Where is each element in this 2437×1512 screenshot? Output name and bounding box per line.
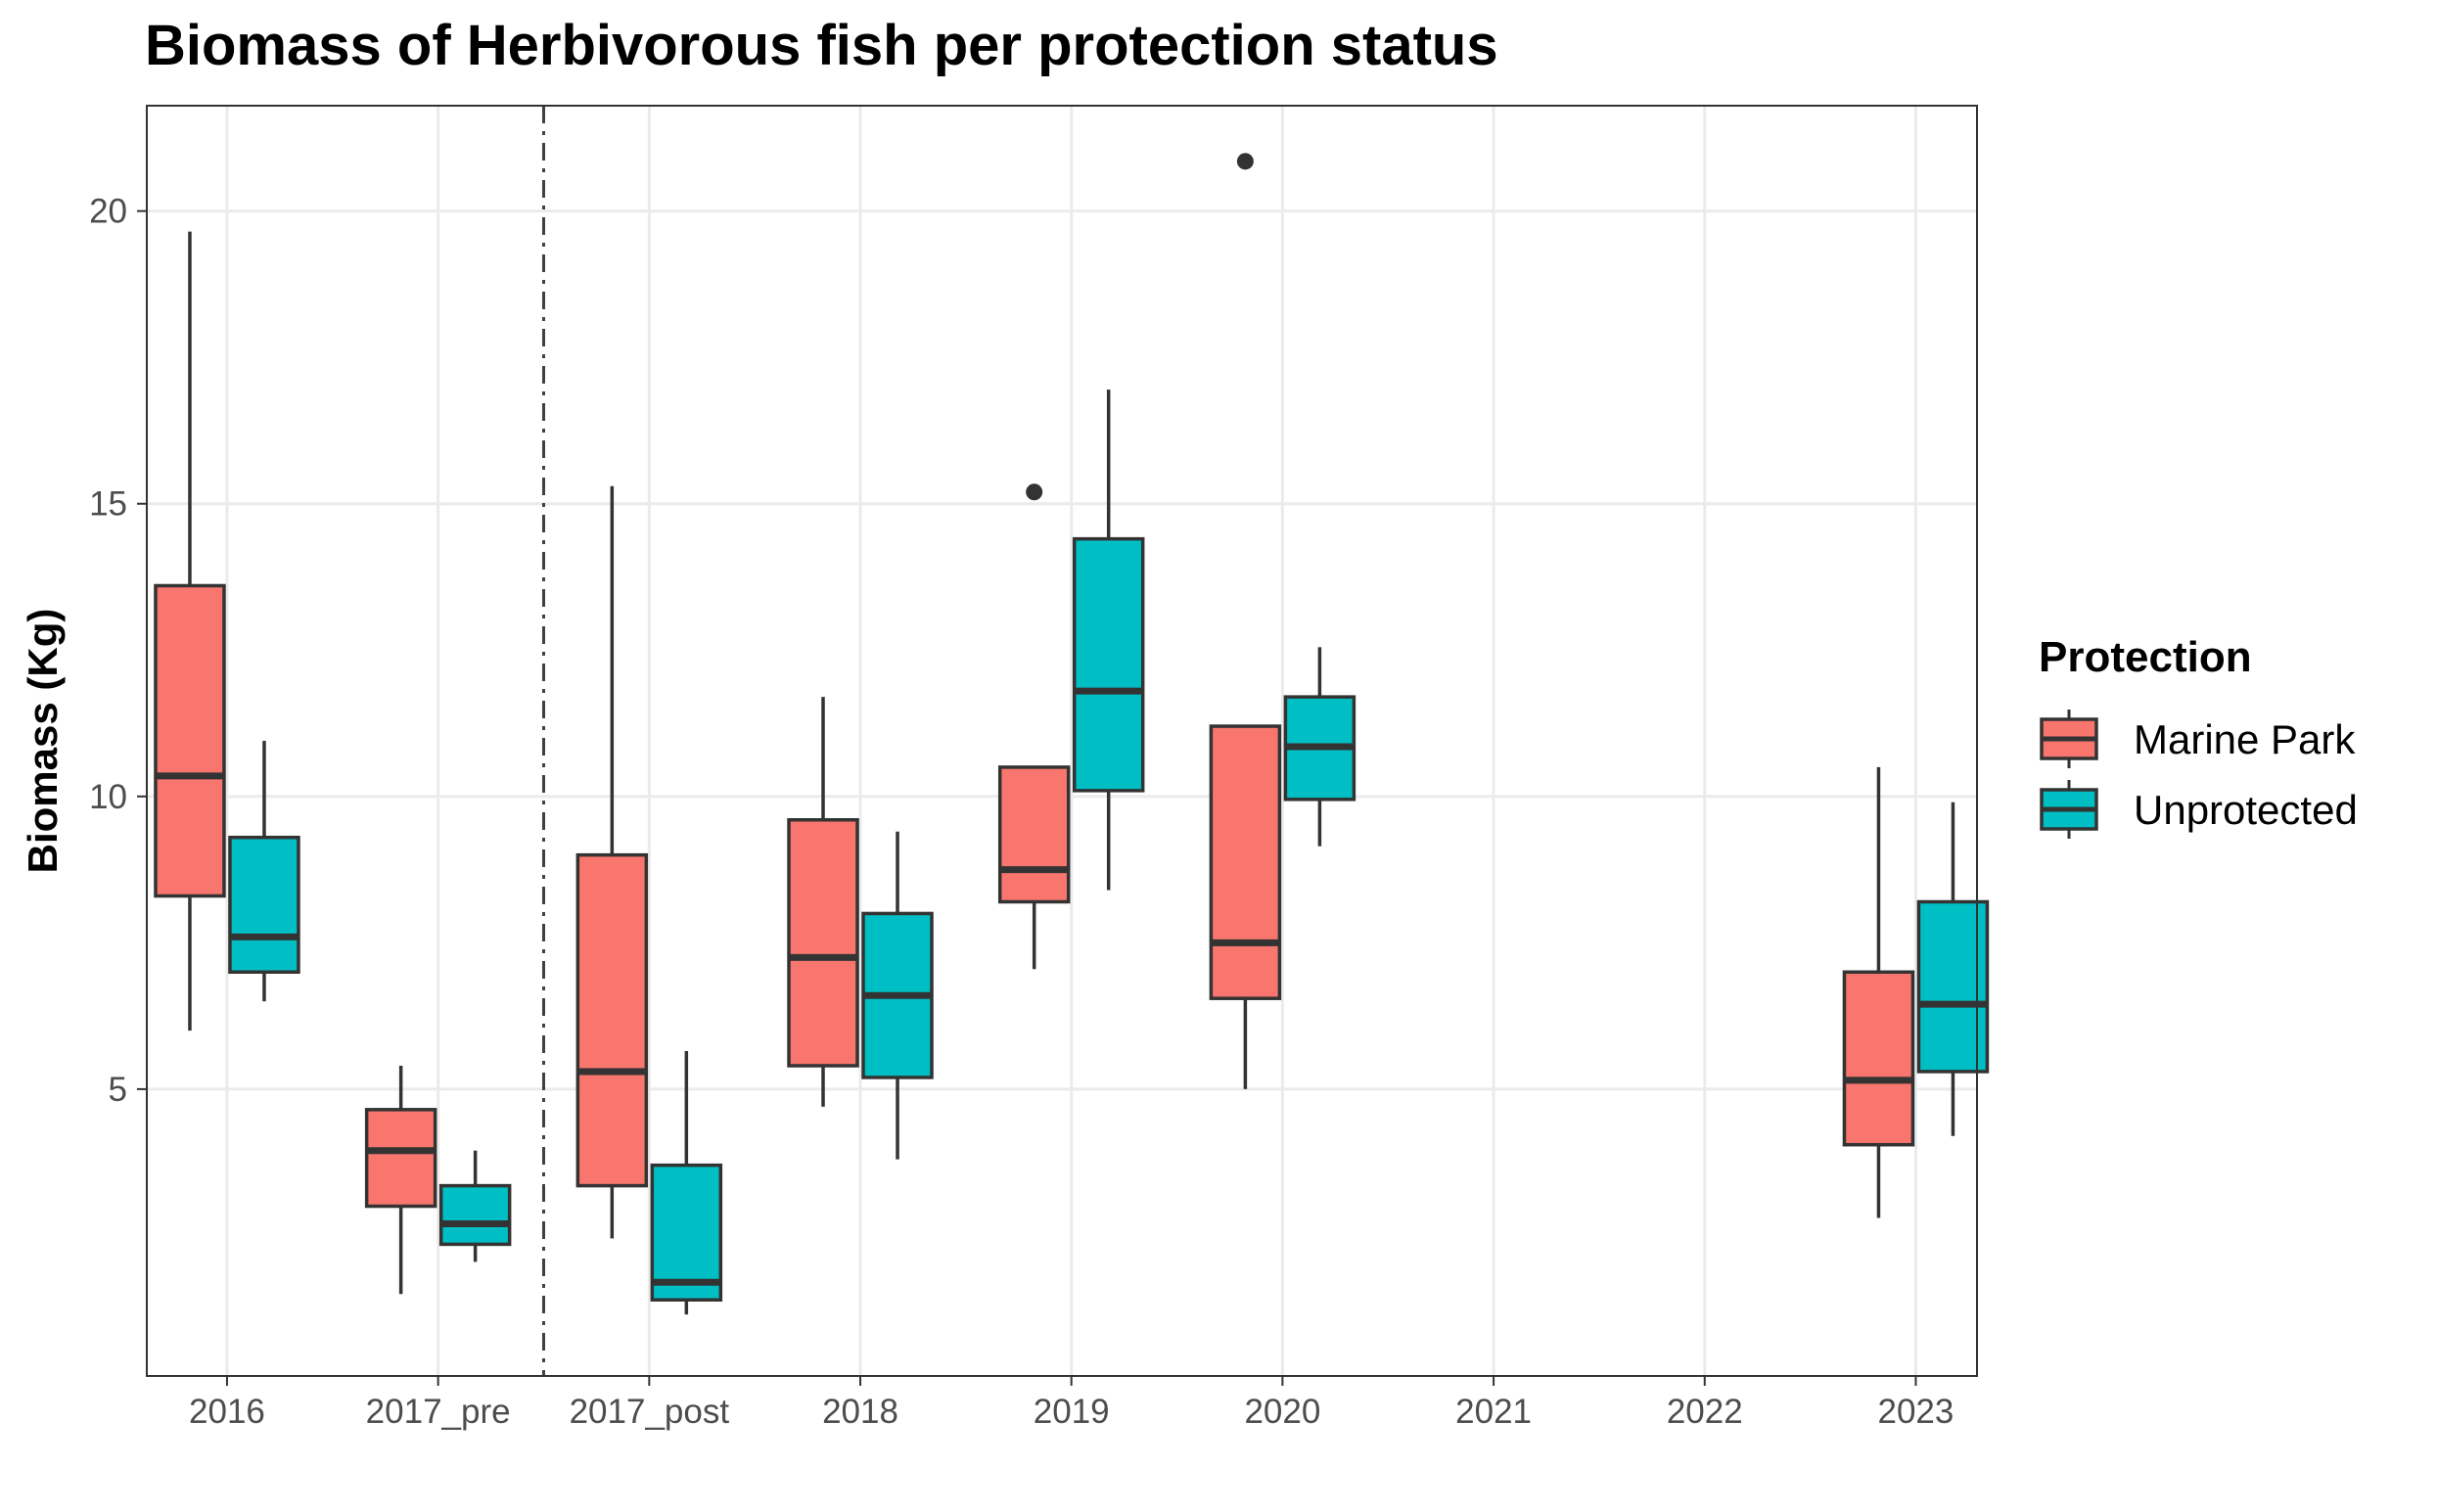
x-tick-label: 2022	[1667, 1393, 1743, 1431]
panel-border	[146, 105, 1978, 1377]
x-tick-label: 2017_post	[570, 1393, 730, 1431]
box-body	[364, 1108, 437, 1209]
box-unprotected	[1072, 389, 1145, 891]
legend-label: Marine Park	[2134, 716, 2356, 762]
x-tick-label: 2023	[1878, 1393, 1954, 1431]
box-body	[438, 1183, 512, 1247]
box-marine-park	[364, 1065, 437, 1295]
y-axis-title: Biomass (Kg)	[20, 609, 66, 874]
box-body	[997, 765, 1071, 904]
box-unprotected	[650, 1051, 723, 1315]
y-tick-label: 5	[109, 1071, 127, 1109]
boxes	[154, 153, 1990, 1315]
x-tick-label: 2017_pre	[366, 1393, 511, 1431]
box-unprotected	[861, 831, 934, 1160]
x-tick-label: 2019	[1034, 1393, 1110, 1431]
box-body	[154, 583, 226, 898]
box-body	[1842, 970, 1915, 1147]
x-tick-label: 2016	[189, 1393, 265, 1431]
box-marine-park	[154, 231, 226, 1031]
box-unprotected	[438, 1150, 512, 1262]
legend-title: Protection	[2039, 633, 2252, 681]
box-unprotected	[1283, 647, 1356, 847]
legend: Protection Marine Park Unprotected	[2039, 633, 2358, 839]
x-tick-label: 2021	[1455, 1393, 1532, 1431]
y-axis: 5 10 15 20	[89, 193, 147, 1109]
outlier-point	[1026, 483, 1043, 501]
box-body	[650, 1163, 723, 1302]
legend-label: Unprotected	[2134, 787, 2358, 833]
box-marine-park	[1842, 766, 1915, 1218]
x-tick-label: 2018	[822, 1393, 898, 1431]
y-tick-label: 10	[89, 778, 127, 816]
legend-item-marine-park: Marine Park	[2040, 710, 2356, 768]
box-marine-park	[997, 483, 1071, 970]
x-tick-label: 2020	[1244, 1393, 1320, 1431]
box-body	[575, 852, 649, 1188]
box-unprotected	[1916, 802, 1990, 1136]
box-body	[1072, 536, 1145, 793]
outlier-point	[1236, 153, 1254, 170]
gridlines	[147, 106, 1977, 1376]
chart-title: Biomass of Herbivorous fish per protecti…	[145, 14, 1498, 77]
box-body	[1916, 899, 1990, 1074]
box-body	[787, 818, 859, 1068]
y-tick-label: 20	[89, 193, 127, 231]
y-tick-label: 15	[89, 485, 127, 524]
box-body	[1209, 724, 1282, 1000]
box-marine-park	[787, 697, 859, 1107]
box-marine-park	[1209, 153, 1282, 1089]
box-marine-park	[575, 485, 649, 1239]
box-body	[228, 835, 300, 975]
x-axis: 2016 2017_pre 2017_post 2018 2019 2020 2021 202…	[189, 1376, 1954, 1431]
legend-item-unprotected: Unprotected	[2040, 780, 2358, 839]
box-unprotected	[228, 741, 300, 1002]
